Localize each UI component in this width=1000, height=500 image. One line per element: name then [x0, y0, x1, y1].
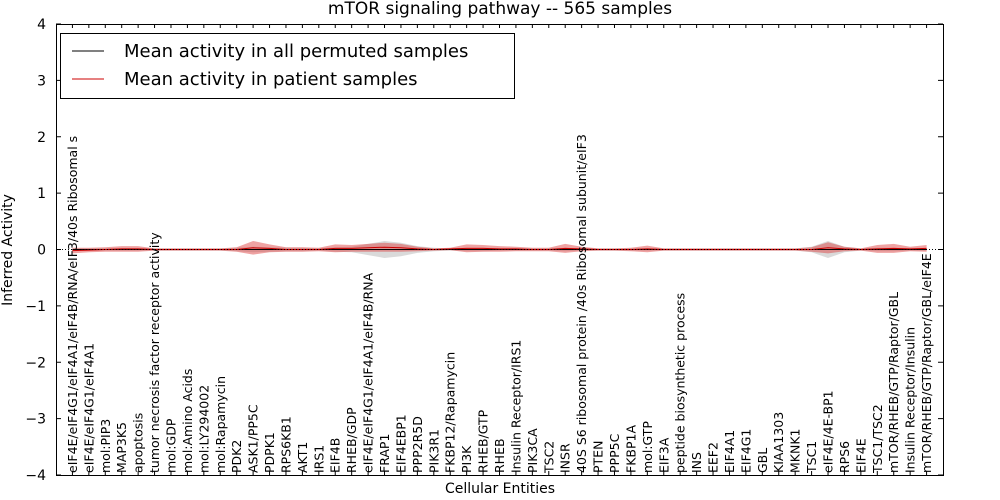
- x-tick-label: tumor necrosis factor receptor activity: [147, 232, 162, 473]
- x-axis-label: Cellular Entities: [445, 481, 555, 497]
- y-axis-label: Inferred Activity: [0, 194, 16, 306]
- x-tick-label: EIF4B: [328, 438, 343, 473]
- x-tick-label: EIF4G1: [738, 429, 753, 473]
- x-tick-label: FKBP1A: [623, 425, 638, 473]
- band-patient: [72, 241, 927, 255]
- x-tick-label: eIF4E/eIF4G1/eIF4A1/eIF4B/RNA/eIF3/40s R…: [65, 136, 80, 473]
- x-tick-label: TSC2: [541, 441, 556, 474]
- x-tick-label: PPP2R5D: [410, 416, 425, 473]
- x-tick-label: mTOR/RHEB/GTP/Raptor/GBL/eIF4E: [919, 253, 934, 473]
- y-tick-label: −1: [25, 299, 46, 315]
- legend-box: [60, 33, 515, 99]
- x-tick-label: PIK3CA: [525, 428, 540, 473]
- y-tick-label: 1: [37, 186, 46, 202]
- series-line-patient: [72, 246, 927, 252]
- x-tick-label: FKBP12/Rapamycin: [443, 352, 458, 473]
- x-tick-label: AKT1: [295, 442, 310, 473]
- x-tick-label: TSC1: [804, 441, 819, 474]
- x-tick-label: eIF4E/eIF4G1/eIF4A1: [81, 343, 96, 473]
- x-tick-label: GBL: [755, 448, 770, 473]
- x-tick-label: EIF4E: [853, 438, 868, 473]
- y-tick-label: 2: [37, 130, 46, 146]
- y-tick-label: −4: [25, 468, 46, 484]
- x-tick-label: mol:Amino Acids: [180, 369, 195, 473]
- x-tick-label: EEF2: [706, 442, 721, 473]
- series-lines: [56, 246, 943, 252]
- legend: Mean activity in all permuted samples Me…: [60, 33, 515, 99]
- x-tick-label: PI3K: [459, 445, 474, 473]
- x-tick-label: 40S S6 ribosomal protein /40s Ribosomal …: [574, 134, 589, 473]
- legend-label-permuted: Mean activity in all permuted samples: [124, 41, 468, 62]
- x-tick-label: RPS6: [837, 441, 852, 473]
- x-tick-label: eIF4E/4E-BP1: [821, 390, 836, 473]
- y-tick-label: 4: [37, 17, 46, 33]
- x-tick-label: mol:PIP3: [98, 419, 113, 473]
- x-tick-label: EIF3A: [656, 437, 671, 473]
- x-tick-label: mTOR/RHEB/GTP/Raptor/GBL: [886, 292, 901, 473]
- x-tick-label: TSC1/TSC2: [870, 404, 885, 474]
- x-tick-label: MKNK1: [788, 429, 803, 473]
- x-tick-label: EIF4EBP1: [393, 414, 408, 473]
- legend-label-patient: Mean activity in patient samples: [124, 69, 418, 90]
- x-tick-label: apoptosis: [131, 413, 146, 473]
- x-tick-label: IRS1: [311, 445, 326, 473]
- x-tick-label: mol:GDP: [164, 418, 179, 473]
- x-tick-label: FRAP1: [377, 434, 392, 473]
- x-tick-label: INSR: [558, 443, 573, 473]
- x-tick-label: PIK3R1: [426, 429, 441, 473]
- x-tick-label: RHEB: [492, 438, 507, 473]
- x-tick-label: KIAA1303: [771, 412, 786, 473]
- x-tick-label: peptide biosynthetic process: [673, 293, 688, 473]
- x-tick-label: EIF4A1: [722, 430, 737, 473]
- y-axis: −4 −3 −2 −1 0 1 2 3 4: [25, 17, 943, 484]
- chart-title: mTOR signaling pathway -- 565 samples: [328, 0, 672, 19]
- y-tick-label: 3: [37, 73, 46, 89]
- x-tick-label: RPS6KB1: [279, 416, 294, 473]
- x-tick-label: RHEB/GDP: [344, 407, 359, 473]
- x-tick-label: MAP3K5: [114, 422, 129, 473]
- x-tick-label: PTEN: [591, 441, 606, 473]
- x-tick-label: ASK1/PP5C: [246, 404, 261, 473]
- x-tick-label: PPP5C: [607, 433, 622, 473]
- y-tick-label: 0: [37, 243, 46, 259]
- x-tick-label: INS: [689, 452, 704, 473]
- x-tick-label: Insulin Receptor/Insulin: [903, 327, 918, 473]
- x-tick-label: eIF4E/eIF4G1/eIF4A1/eIF4B/RNA: [361, 272, 376, 473]
- y-tick-label: −3: [25, 412, 46, 428]
- x-tick-label: mol:Rapamycin: [213, 376, 228, 473]
- x-tick-label: mol:GTP: [640, 421, 655, 473]
- x-axis: eIF4E/eIF4G1/eIF4A1/eIF4B/RNA/eIF3/40s R…: [65, 24, 934, 475]
- x-tick-label: PDPK1: [262, 432, 277, 473]
- x-tick-label: mol:LY294002: [196, 385, 211, 473]
- y-tick-label: −2: [25, 355, 46, 371]
- x-tick-label: PDK2: [229, 440, 244, 473]
- x-tick-label: Insulin Receptor/IRS1: [508, 340, 523, 473]
- x-tick-label: RHEB/GTP: [476, 409, 491, 473]
